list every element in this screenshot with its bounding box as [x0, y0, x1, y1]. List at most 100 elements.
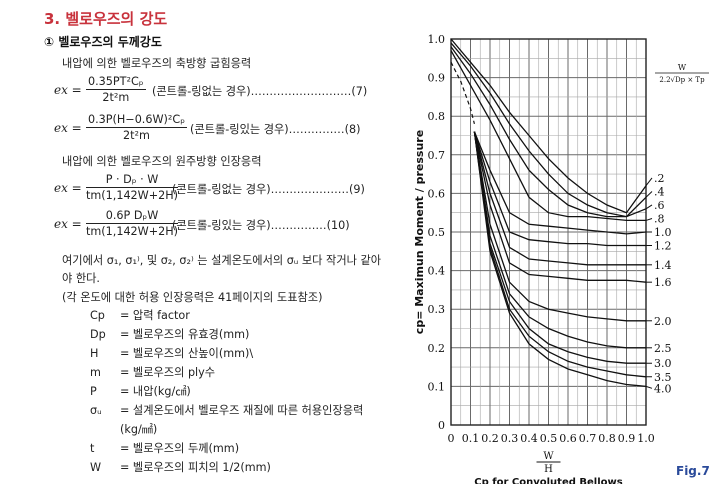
heading-axial-stress: 내압에 의한 벨로우즈의 축방향 굽힘응력	[62, 57, 252, 70]
series-label: 4.0	[654, 382, 672, 395]
x-tick-label: 0.2	[481, 432, 499, 445]
curve-1p6	[473, 131, 647, 283]
x-tick-label: 0.6	[559, 432, 577, 445]
definition-row: Dp = 벨로우즈의 유효경(mm)	[90, 326, 249, 342]
definition-symbol: σᵤ	[90, 404, 102, 417]
curve-p6	[450, 46, 647, 218]
definition-text: = 내압(kg/㎠)	[120, 385, 191, 398]
heading-hoop-stress: 내압에 의한 벨로우즈의 원주방향 인장응력	[62, 155, 262, 168]
x-tick-label: 0	[448, 432, 455, 445]
y-tick-label: 0.2	[428, 342, 446, 355]
series-label: 1.4	[654, 259, 672, 272]
x-tick-label: 0.8	[598, 432, 616, 445]
definition-text: = 벨로우즈의 ply수	[120, 366, 216, 379]
definition-text: = 벨로우즈의 유효경(mm)	[120, 328, 250, 341]
definition-row: (kg/㎟)	[90, 421, 157, 437]
formula-8-condition: (콘트롤-링있는 경우)……………(8)	[190, 123, 361, 136]
definition-text: = 벨로우즈의 산높이(mm)\	[120, 347, 254, 360]
x-tick-label: 0.1	[462, 432, 480, 445]
definition-symbol: m	[90, 366, 101, 379]
series-leader	[645, 218, 653, 221]
note-line-3: (각 온도에 대한 허용 인장응력은 41페이지의 도표참조)	[62, 291, 323, 304]
definition-text: = 설계온도에서 벨로우즈 재질에 따른 허용인장응력	[120, 404, 364, 417]
formula-10-numerator: 0.6P DₚW	[86, 208, 179, 224]
formula-9-numerator: P · Dₚ · W	[86, 172, 179, 188]
chart-series	[450, 38, 647, 388]
definition-row: t = 벨로우즈의 두께(mm)	[90, 440, 239, 456]
series-label: 1.0	[654, 226, 672, 239]
series-label: 1.2	[654, 240, 672, 253]
formula-9-lhs: ex =	[54, 181, 82, 195]
definition-text: = 압력 factor	[120, 309, 190, 322]
series-leader	[645, 191, 653, 198]
x-tick-label: 0.9	[618, 432, 636, 445]
x-tick-label: 0.3	[501, 432, 519, 445]
series-label: 3.5	[654, 371, 672, 384]
series-label: 1.6	[654, 276, 672, 289]
figure-label: Fig.7	[676, 464, 710, 478]
curve-1p2	[473, 131, 646, 247]
formula-7-numerator: 0.35PT²Cₚ	[86, 75, 146, 90]
definition-text: (kg/㎟)	[120, 423, 158, 436]
formula-10-fraction: 0.6P DₚW tm(1,142W+2H)	[86, 208, 179, 239]
formula-8-fraction: 0.3P(H−0.6W)²Cₚ 2t²m	[86, 112, 187, 143]
series-label: .6	[654, 199, 665, 212]
x-fraction-denominator: H	[544, 464, 553, 475]
series-leader	[645, 204, 653, 210]
definition-symbol: W	[90, 461, 102, 474]
section-title: 3. 벨로우즈의 강도	[44, 10, 168, 28]
x-tick-label: 0.4	[520, 432, 538, 445]
definition-row: H = 벨로우즈의 산높이(mm)\	[90, 345, 253, 361]
note-line-2: 야 한다.	[62, 272, 100, 285]
definition-row: Cp = 압력 factor	[90, 307, 190, 323]
y-tick-label: 1.0	[428, 33, 446, 46]
formula-9-fraction: P · Dₚ · W tm(1,142W+2H)	[86, 172, 179, 203]
formula-10-condition: (콘트롤-링있는 경우)……………(10)	[172, 219, 350, 232]
y-tick-label: 0.9	[428, 72, 446, 85]
legend-title-denominator: 2.2√Dp × Tp	[659, 76, 705, 84]
definition-symbol: t	[90, 442, 95, 455]
x-tick-label: 1.0	[637, 432, 655, 445]
x-tick-label: 0.5	[540, 432, 558, 445]
formula-7-lhs: ex =	[54, 83, 82, 97]
definition-row: m = 벨로우즈의 ply수	[90, 364, 215, 380]
formula-10-denominator: tm(1,142W+2H)	[86, 225, 179, 238]
curve-3p0	[473, 131, 646, 364]
y-tick-label: 0.8	[428, 110, 446, 123]
definition-row: P = 내압(kg/㎠)	[90, 383, 191, 399]
series-label: 2.5	[654, 342, 672, 355]
formula-7-denominator: 2t²m	[102, 91, 130, 104]
y-tick-label: 0.1	[428, 380, 446, 393]
formula-8-lhs: ex =	[54, 121, 82, 135]
note-line-1: 여기에서 σ₁, σ₁⁾, 및 σ₂, σ₂⁾ 는 설계온도에서의 σᵤ 보다 …	[62, 254, 382, 267]
series-label: 2.0	[654, 315, 672, 328]
series-leader	[645, 385, 653, 389]
series-leader	[645, 177, 653, 186]
y-tick-label: 0.7	[428, 149, 446, 162]
chart-grid	[450, 38, 647, 426]
legend-title-numerator: W	[678, 63, 687, 72]
y-tick-label: 0.6	[428, 187, 446, 200]
definition-row: σᵤ = 설계온도에서 벨로우즈 재질에 따른 허용인장응력	[90, 402, 363, 418]
formula-9-denominator: tm(1,142W+2H)	[86, 189, 179, 202]
formula-8-denominator: 2t²m	[123, 129, 150, 142]
y-tick-label: 0.4	[428, 265, 446, 278]
x-fraction-numerator: W	[543, 451, 554, 462]
definition-symbol: Cp	[90, 309, 105, 322]
definition-text: = 벨로우즈의 피치의 1/2(mm)	[120, 461, 271, 474]
series-label: 3.0	[654, 357, 672, 370]
y-tick-label: 0	[438, 419, 445, 432]
series-label: .4	[654, 185, 665, 198]
x-tick-label: 0.7	[579, 432, 597, 445]
subsection-title: ① 벨로우즈의 두께강도	[44, 35, 162, 49]
formula-8-numerator: 0.3P(H−0.6W)²Cₚ	[86, 113, 187, 128]
definition-symbol: P	[90, 385, 97, 398]
curve-p8	[450, 50, 646, 222]
curve-2p0	[473, 131, 646, 322]
formula-7-condition: (콘트롤-링없는 경우)………………………(7)	[152, 85, 368, 98]
definition-symbol: H	[90, 347, 99, 360]
curve-dashed-envelope	[450, 61, 475, 125]
y-axis-label: cp= Maximun Moment / pressure	[413, 130, 426, 334]
definition-text: = 벨로우즈의 두께(mm)	[120, 442, 240, 455]
curve-1p0	[473, 131, 647, 235]
